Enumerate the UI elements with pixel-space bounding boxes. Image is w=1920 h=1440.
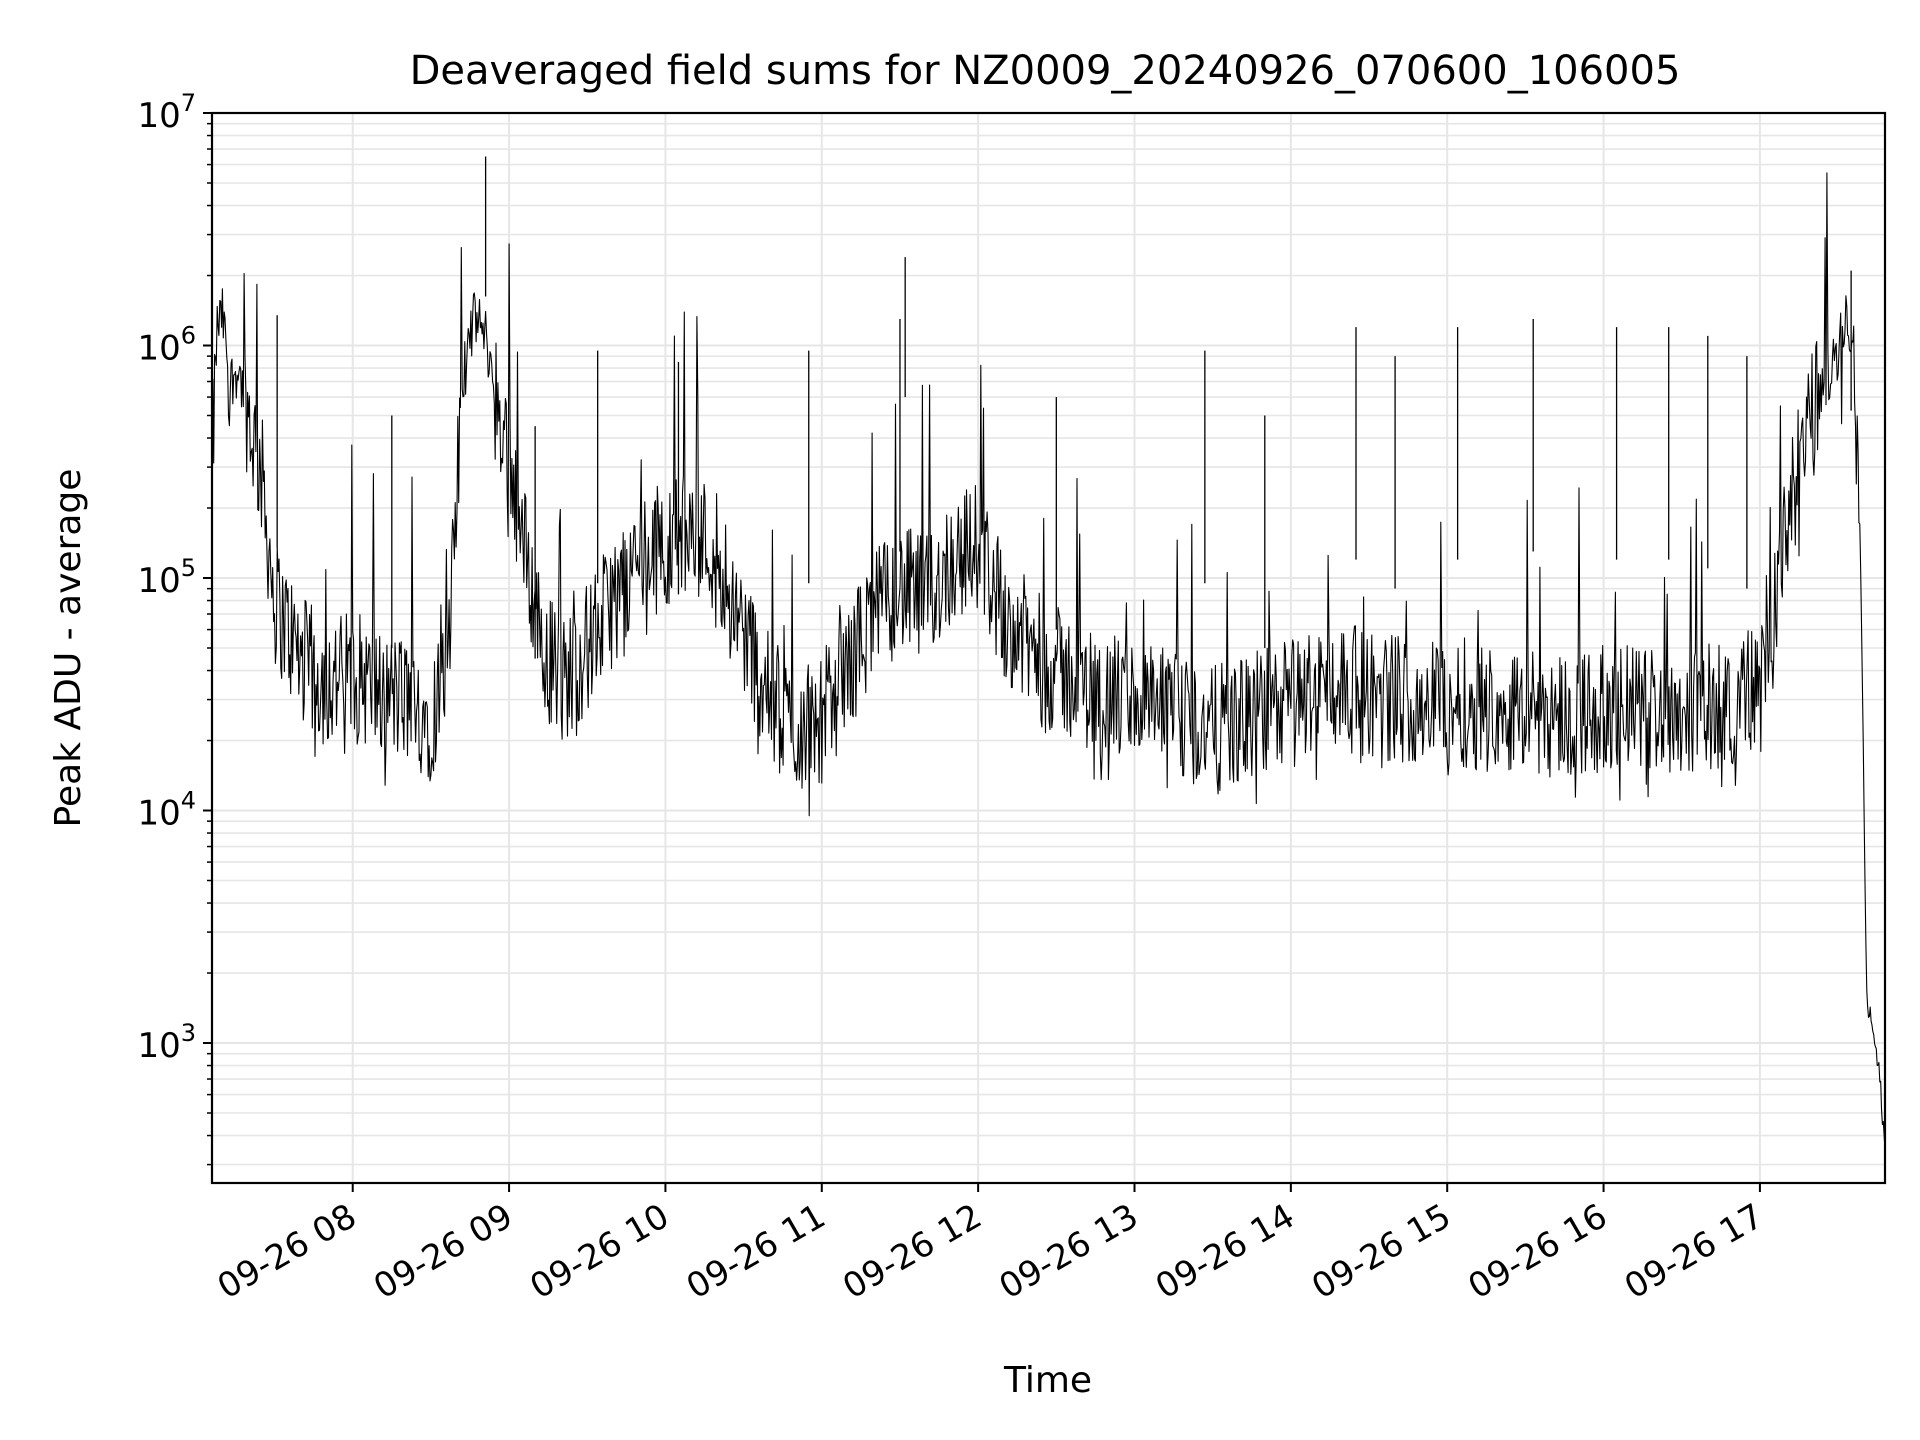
chart-title: Deaveraged field sums for NZ0009_2024092… [410, 48, 1681, 94]
y-tick-label: 103 [137, 1019, 196, 1066]
x-tick-label: 09-26 14 [1149, 1196, 1301, 1307]
x-tick-label: 09-26 15 [1305, 1196, 1457, 1307]
x-axis-label: Time [1003, 1360, 1092, 1401]
series-line [211, 172, 1886, 1150]
y-tick-label: 105 [137, 554, 196, 601]
y-tick-label: 106 [137, 322, 196, 369]
y-tick-label: 104 [137, 787, 196, 834]
x-tick-label: 09-26 12 [836, 1196, 988, 1307]
x-tick-label: 09-26 16 [1462, 1196, 1614, 1307]
y-axis-label: Peak ADU - average [48, 469, 89, 828]
x-axis: 09-26 08 09-26 09 09-26 10 09-26 11 09-26 12… [211, 1183, 1770, 1307]
x-tick-label: 09-26 17 [1618, 1196, 1770, 1307]
x-tick-label: 09-26 08 [211, 1196, 363, 1307]
x-tick-label: 09-26 09 [367, 1196, 519, 1307]
x-tick-label: 09-26 13 [993, 1196, 1145, 1307]
y-axis: 103 104 105 106 107 [137, 89, 212, 1166]
grid-lines [212, 112, 1885, 1183]
x-tick-label: 09-26 10 [524, 1196, 676, 1307]
y-tick-label: 107 [137, 89, 196, 136]
x-tick-label: 09-26 11 [680, 1196, 832, 1307]
series-group [211, 156, 1886, 1150]
